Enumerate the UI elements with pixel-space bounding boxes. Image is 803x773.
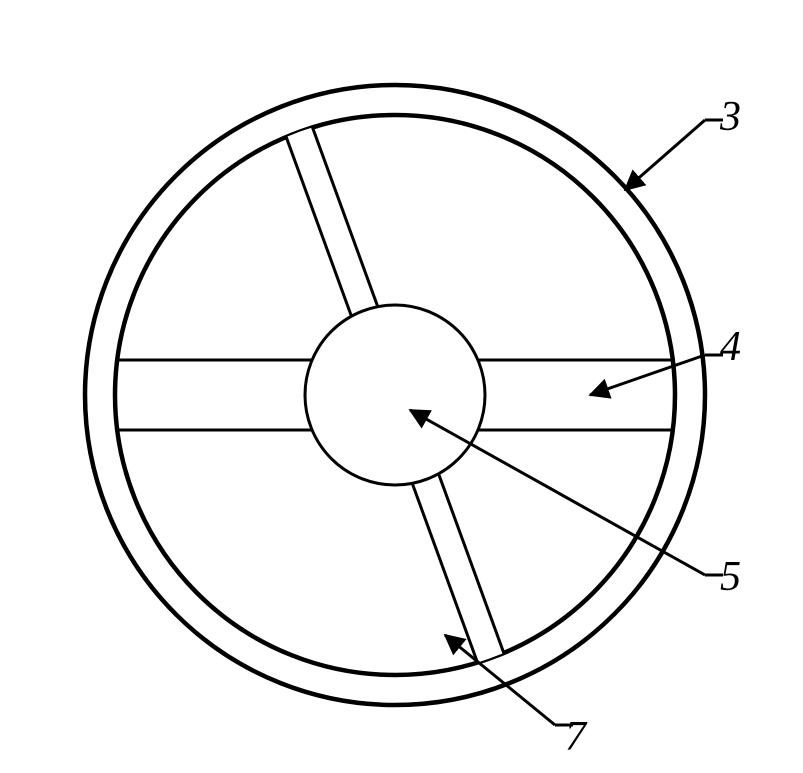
- ref-label-l4: 4: [720, 324, 741, 370]
- ref-label-l7: 7: [565, 714, 588, 760]
- fan-diagram: 3 4 5 7: [0, 0, 803, 773]
- ref-label-l5: 5: [720, 554, 741, 600]
- hub-circle: [305, 305, 485, 485]
- ref-label-l3: 3: [719, 94, 741, 140]
